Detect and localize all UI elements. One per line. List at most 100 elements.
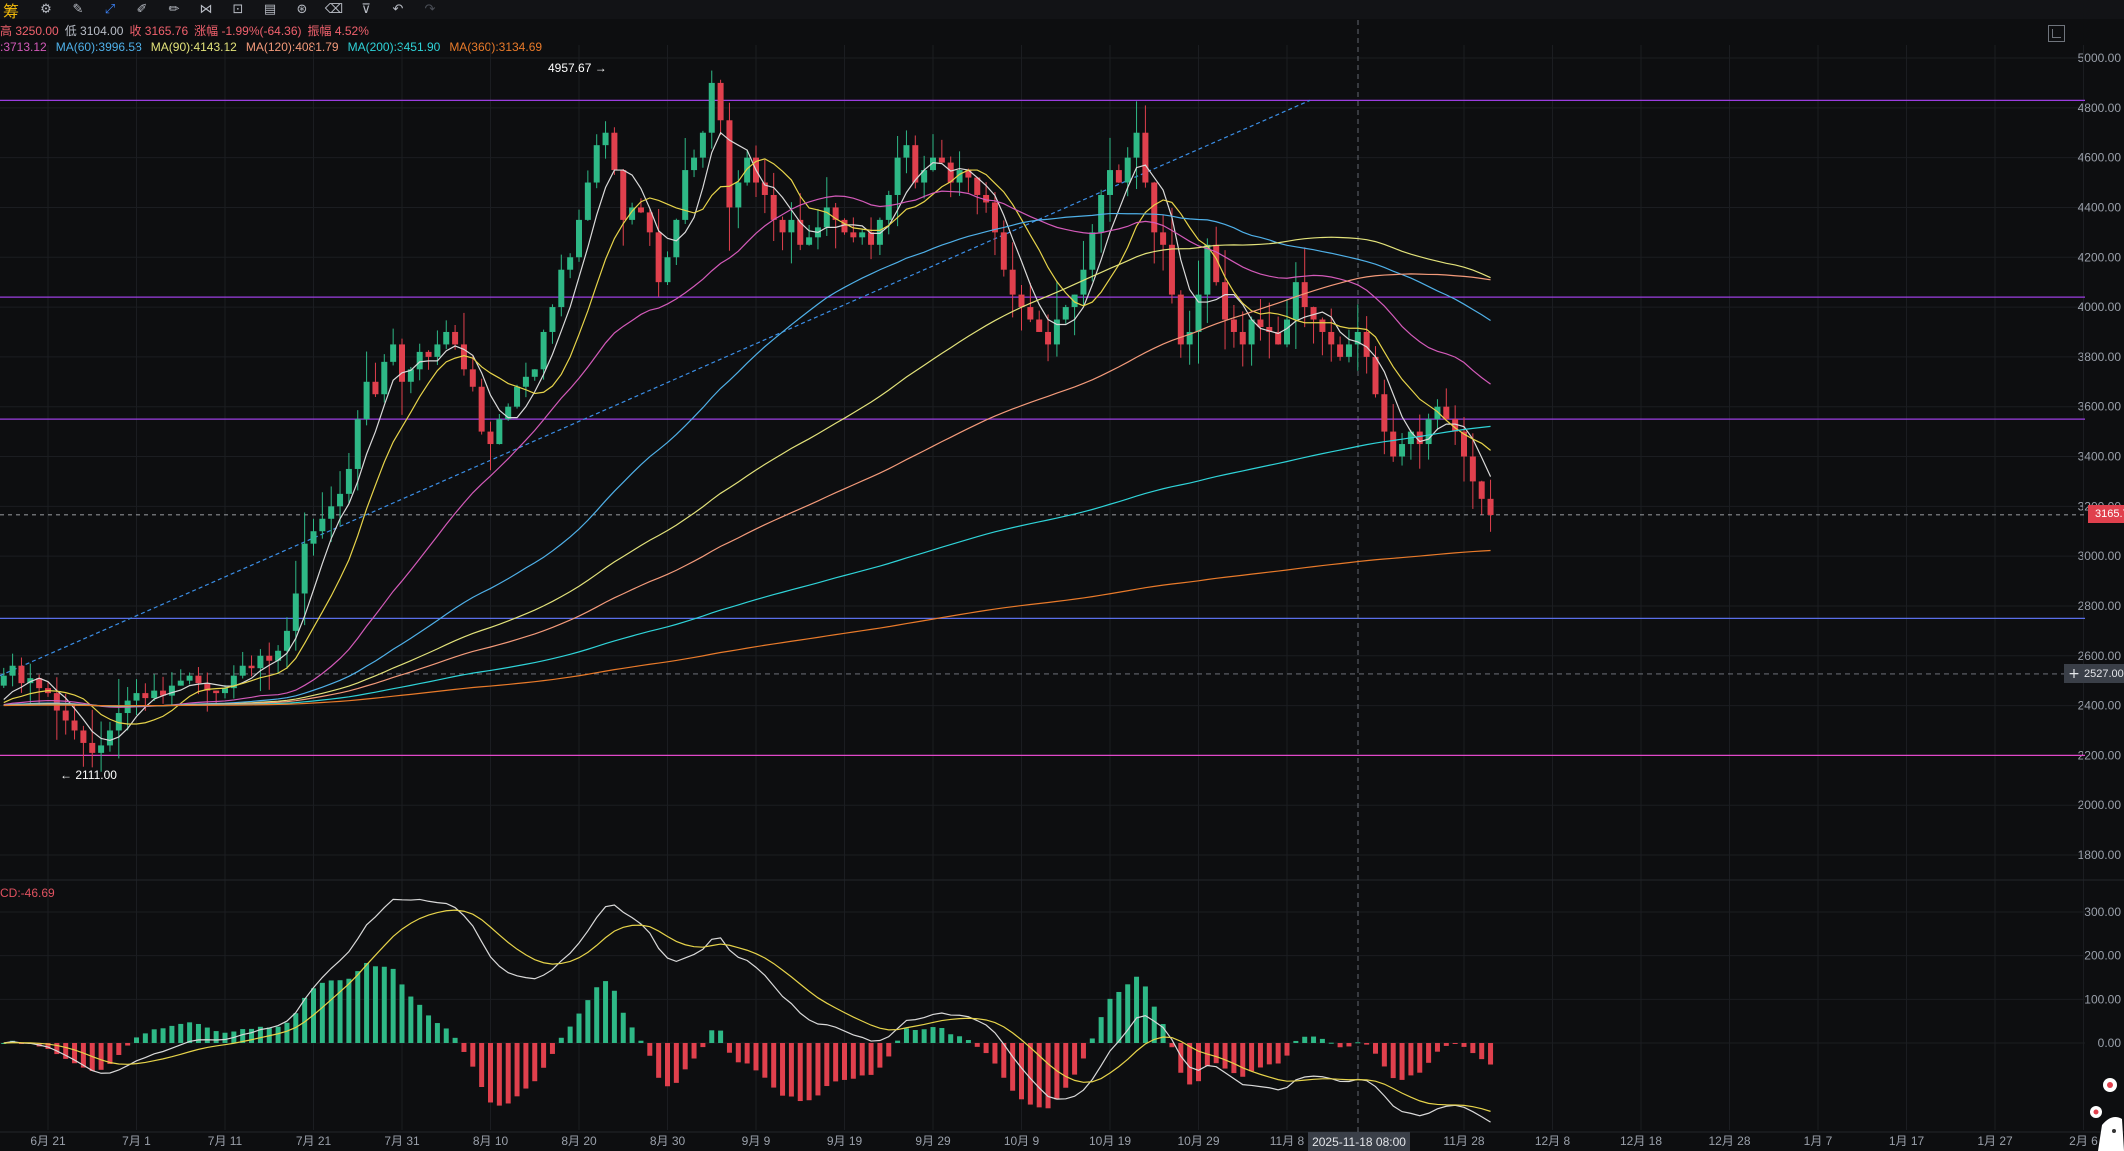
macd-histogram-bar xyxy=(399,984,405,1043)
candle-body xyxy=(673,219,680,258)
candle-body xyxy=(115,713,122,731)
candle-body xyxy=(1213,244,1220,283)
drawing-toolbar: 筹 ⚙ ✎ ⤢ ✐ ✏ ⋈ ⊡ ▤ ⊛ ⌫ ⊽ ↶ ↷ xyxy=(0,0,2124,21)
macd-histogram-bar xyxy=(240,1029,246,1043)
delete-tool-icon[interactable]: ⌫ xyxy=(324,2,344,17)
candle-body xyxy=(1186,331,1193,345)
candle-body xyxy=(53,693,60,711)
macd-histogram-bar xyxy=(983,1043,989,1054)
macd-dea-line xyxy=(3,909,1491,1112)
candle-body xyxy=(1115,170,1122,183)
candle-body xyxy=(460,344,467,370)
candle-body xyxy=(1151,182,1158,233)
layers-tool-icon[interactable]: ▤ xyxy=(263,2,277,17)
ma360-line xyxy=(3,549,1491,707)
pattern-tool-icon[interactable]: ⋈ xyxy=(199,2,213,17)
macd-histogram-bar xyxy=(1319,1038,1325,1043)
candle-body xyxy=(974,177,981,195)
candle-body xyxy=(558,269,565,308)
fullscreen-icon[interactable] xyxy=(2048,25,2065,42)
macd-histogram-bar xyxy=(1266,1043,1272,1065)
filter-tool-icon[interactable]: ⊽ xyxy=(361,2,371,17)
macd-histogram-bar xyxy=(691,1043,697,1059)
candle-body xyxy=(514,386,521,407)
brush-tool-icon[interactable]: ✏ xyxy=(168,2,180,17)
candle-body xyxy=(1000,232,1007,270)
candle-body xyxy=(80,730,87,743)
candle-body xyxy=(850,232,857,238)
candle-body xyxy=(894,157,901,195)
current-price-tag: 3165.76 xyxy=(2088,505,2124,523)
candle-body xyxy=(283,630,290,651)
macd-histogram-bar xyxy=(780,1043,786,1096)
candle-body xyxy=(425,351,432,357)
macd-histogram-bar xyxy=(558,1037,564,1043)
candle-body xyxy=(98,745,105,753)
candle-body xyxy=(1222,282,1229,320)
macd-histogram-bar xyxy=(222,1032,228,1043)
time-tick-label: 6月 21 xyxy=(30,1134,66,1148)
ma-legend-item: MA(360):3134.69 xyxy=(449,40,543,54)
macd-histogram-bar xyxy=(496,1043,502,1106)
macd-histogram-bar xyxy=(488,1043,493,1103)
candle-body xyxy=(1275,331,1282,345)
candle-body xyxy=(708,82,715,133)
macd-histogram-bar xyxy=(771,1043,777,1088)
candle-body xyxy=(151,690,158,699)
macd-dif-line xyxy=(3,898,1491,1123)
amplitude-value: 振幅 4.52% xyxy=(307,24,369,38)
redo-tool-icon[interactable]: ↷ xyxy=(424,2,436,17)
ma-legend-item: MA(120):4081.79 xyxy=(245,40,339,54)
macd-histogram-bar xyxy=(63,1043,69,1059)
candle-body xyxy=(487,431,494,445)
assistant-mascot-icon[interactable] xyxy=(2088,1075,2124,1151)
indicator-settings-icon[interactable]: ⚙ xyxy=(40,2,52,17)
candle-body xyxy=(1266,326,1273,332)
macd-histogram-bar xyxy=(638,1040,644,1043)
macd-histogram-bar xyxy=(1063,1043,1069,1088)
candle-body xyxy=(699,132,706,158)
macd-histogram-bar xyxy=(585,1000,591,1043)
macd-tick-label: 0.00 xyxy=(2098,1036,2122,1050)
price-tick-label: 2600.00 xyxy=(2078,649,2122,663)
candle-body xyxy=(505,406,512,420)
candle-body xyxy=(292,593,299,631)
candle-body xyxy=(407,369,414,382)
candle-body xyxy=(832,207,839,220)
magnet-tool-icon[interactable]: ⊛ xyxy=(296,2,308,17)
candle-body xyxy=(522,376,529,387)
candle-body xyxy=(1107,170,1113,195)
candle-body xyxy=(1443,406,1450,420)
macd-histogram-bar xyxy=(1169,1043,1175,1048)
ruler-tool-icon[interactable]: ✐ xyxy=(136,2,148,17)
macd-histogram-bar xyxy=(877,1043,883,1068)
candle-body xyxy=(1160,232,1167,245)
macd-histogram-bar xyxy=(337,980,343,1043)
macd-histogram-bar xyxy=(470,1043,476,1067)
macd-histogram-bar xyxy=(523,1043,529,1089)
candle-body xyxy=(797,219,804,245)
macd-histogram-bar xyxy=(426,1015,432,1043)
time-tick-label: 7月 31 xyxy=(384,1134,420,1148)
macd-histogram-bar xyxy=(1116,991,1122,1043)
macd-histogram-bar xyxy=(1010,1043,1016,1091)
macd-histogram-bar xyxy=(594,987,600,1043)
candle-body xyxy=(363,381,370,420)
candle-body xyxy=(1478,481,1485,499)
macd-histogram-bar xyxy=(656,1043,662,1078)
pen-tool-icon[interactable]: ✎ xyxy=(72,2,84,17)
add-alert-icon[interactable]: + xyxy=(2068,665,2080,682)
candle-body xyxy=(1045,331,1052,345)
macd-histogram-bar xyxy=(1399,1043,1405,1080)
candle-body xyxy=(549,307,556,332)
macd-histogram-bar xyxy=(443,1028,449,1043)
lock-tool-icon[interactable]: ⊡ xyxy=(232,2,244,17)
candle-body xyxy=(921,170,928,183)
macd-histogram-bar xyxy=(532,1043,538,1082)
undo-tool-icon[interactable]: ↶ xyxy=(392,2,404,17)
trendline-tool-icon[interactable]: ⤢ xyxy=(104,2,116,17)
candle-body xyxy=(1354,331,1361,345)
candle-body xyxy=(1257,319,1264,327)
